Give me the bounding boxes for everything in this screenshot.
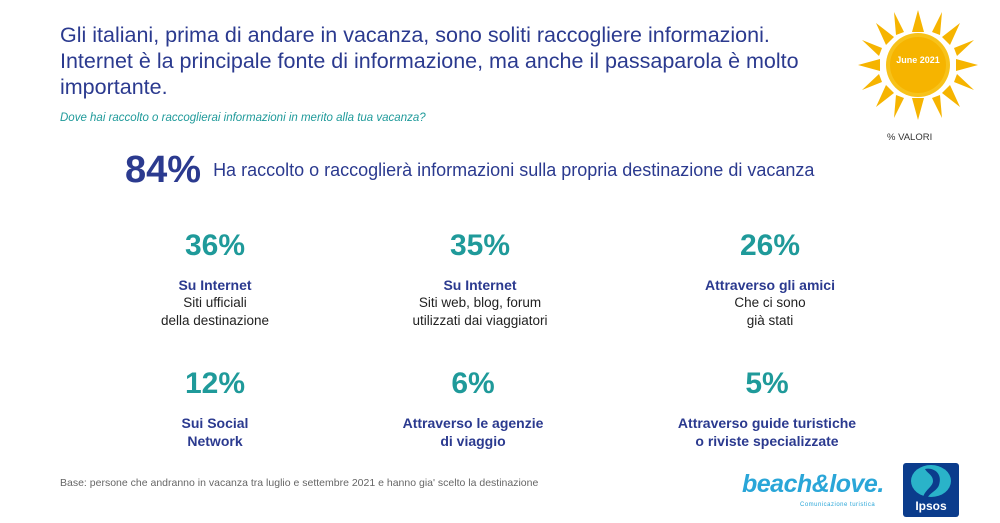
page-title: Gli italiani, prima di andare in vacanza…: [60, 23, 799, 99]
stat-social: 12% Sui Social Network: [85, 366, 345, 450]
stat-percentage: 12%: [184, 367, 246, 400]
stat-description: della destinazione: [160, 313, 270, 328]
stat-internet-official: 36% Su Internet Siti ufficiali della des…: [85, 228, 345, 330]
stat-label-line: Sui Social: [181, 415, 249, 431]
stat-internet-web: 35% Su Internet Siti web, blog, forum ut…: [350, 228, 610, 330]
stat-label-line: Attraverso guide turistiche: [677, 415, 857, 431]
stat-description: Che ci sono: [734, 295, 806, 310]
headline-stat: 84% Ha raccolto o raccoglierà informazio…: [125, 148, 814, 192]
stat-percentage: 26%: [739, 229, 801, 262]
stat-label: Su Internet: [178, 277, 252, 293]
stat-label-line: Attraverso le agenzie: [402, 415, 544, 431]
headline-percentage: 84%: [125, 148, 202, 191]
stat-percentage: 5%: [745, 367, 789, 400]
brand-subtitle: Comunicazione turistica: [800, 502, 876, 508]
stat-description: già stati: [746, 313, 794, 328]
survey-question: Dove hai raccolto o raccoglierai informa…: [60, 112, 426, 124]
stat-description: Siti ufficiali: [183, 295, 247, 310]
ipsos-mark-icon: [911, 465, 951, 499]
stat-guides: 5% Attraverso guide turistiche o riviste…: [637, 366, 897, 450]
stat-label: Sui Social Network: [85, 414, 345, 450]
headline-text: Ha raccolto o raccoglierà informazioni s…: [213, 159, 815, 180]
stat-label: Su Internet: [443, 277, 517, 293]
ipsos-logo: Ipsos: [903, 463, 959, 517]
brand-name: beach&love.: [742, 470, 884, 498]
date-badge: June 2021: [896, 55, 940, 65]
stat-label-line: di viaggio: [440, 433, 506, 449]
base-note: Base: persone che andranno in vacanza tr…: [60, 477, 539, 489]
beach-love-logo: beach&love. Comunicazione turistica: [742, 470, 892, 510]
stat-percentage: 35%: [449, 229, 511, 262]
ipsos-name: Ipsos: [915, 499, 947, 513]
stat-label: Attraverso le agenzie di viaggio: [343, 414, 603, 450]
values-note: % VALORI: [887, 132, 933, 143]
stat-label-line: Network: [187, 433, 243, 449]
sun-badge: June 2021: [858, 10, 978, 120]
stat-percentage: 6%: [451, 367, 495, 400]
stat-agencies: 6% Attraverso le agenzie di viaggio: [343, 366, 603, 450]
stat-percentage: 36%: [184, 229, 246, 262]
stat-label: Attraverso guide turistiche o riviste sp…: [637, 414, 897, 450]
stat-description: Siti web, blog, forum: [418, 295, 542, 310]
stat-label: Attraverso gli amici: [705, 277, 835, 293]
sun-icon: [858, 10, 978, 120]
stat-description: utilizzati dai viaggiatori: [412, 313, 548, 328]
stat-label-line: o riviste specializzate: [695, 433, 839, 449]
stat-friends: 26% Attraverso gli amici Che ci sono già…: [640, 228, 900, 330]
